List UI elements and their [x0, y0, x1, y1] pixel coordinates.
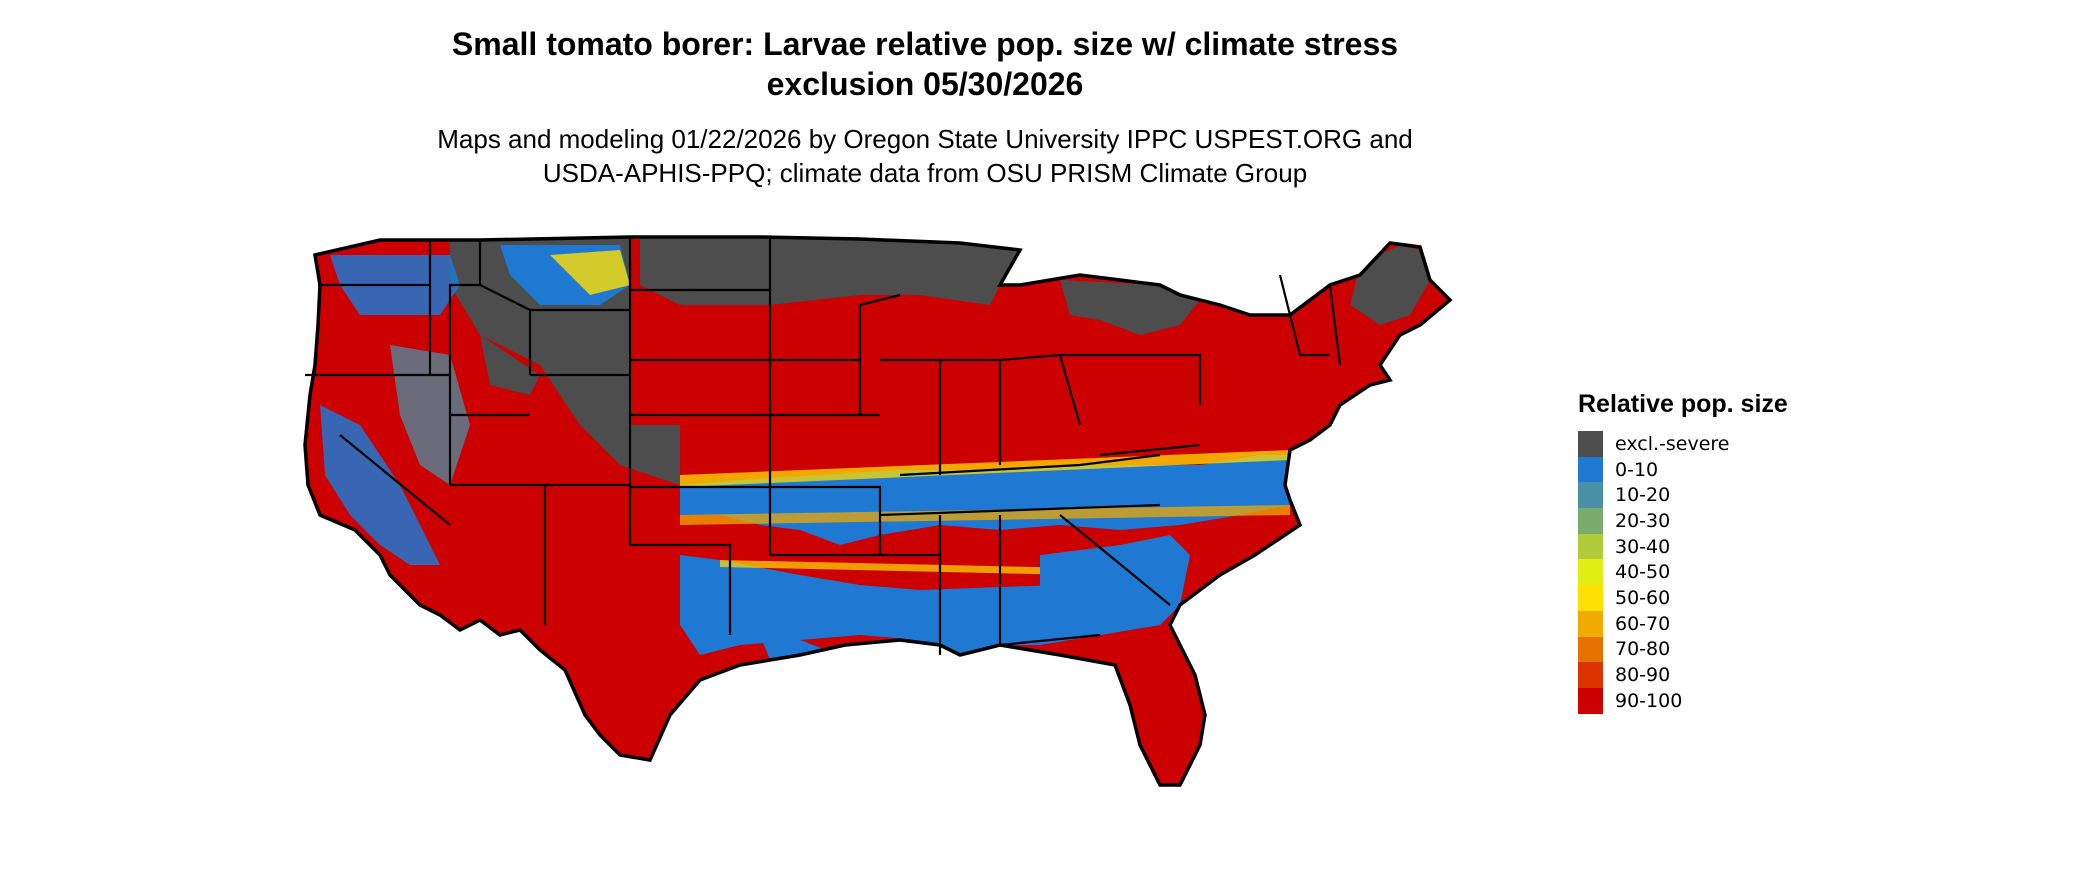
title-line-1: Small tomato borer: Larvae relative pop.…	[451, 26, 1399, 62]
subtitle-line-1: Maps and modeling 01/22/2026 by Oregon S…	[437, 124, 1413, 154]
legend-label: 10-20	[1615, 484, 1671, 507]
legend-item: 90-100	[1578, 687, 1788, 714]
legend-label: 80-90	[1615, 664, 1671, 687]
map-fill	[305, 237, 1450, 785]
legend-label: 40-50	[1615, 561, 1671, 584]
legend-swatch	[1578, 585, 1603, 611]
legend-item: 60-70	[1578, 610, 1788, 637]
state-boundaries	[305, 237, 1342, 655]
legend-swatch	[1578, 533, 1603, 560]
state-line-mt-id	[478, 240, 531, 311]
state-line-ok-tx	[630, 543, 732, 635]
state-line-mn-wi	[858, 293, 901, 360]
legend-swatch	[1578, 431, 1603, 457]
state-line-ky-tn	[899, 453, 1161, 477]
legend-swatch	[1578, 687, 1603, 714]
state-line-ga-sc	[1059, 514, 1171, 606]
state-line-vt-nh	[1328, 284, 1342, 366]
legend-item: 50-60	[1578, 585, 1788, 611]
legend: Relative pop. size excl.-severe 0-10 10-20…	[1578, 390, 1788, 714]
legend-label: 0-10	[1615, 458, 1659, 481]
legend-label: excl.-severe	[1615, 432, 1730, 455]
excluded-zone-great-lakes	[1060, 280, 1200, 335]
state-line-ca-nv	[339, 434, 451, 526]
legend-item: 0-10	[1578, 456, 1788, 483]
legend-item: 20-30	[1578, 508, 1788, 534]
legend-swatch	[1578, 610, 1603, 637]
map-subtitle: Maps and modeling 01/22/2026 by Oregon S…	[0, 122, 1850, 190]
legend-label: 30-40	[1615, 535, 1671, 558]
legend-item: 80-90	[1578, 662, 1788, 688]
orange-edge-south	[680, 505, 1290, 525]
subtitle-line-2: USDA-APHIS-PPQ; climate data from OSU PR…	[542, 158, 1308, 188]
legend-swatch	[1578, 508, 1603, 534]
blue-zone-california	[320, 405, 440, 565]
excluded-zone-idaho	[480, 335, 540, 395]
map-title: Small tomato borer: Larvae relative pop.…	[0, 24, 1850, 104]
legend-swatch	[1578, 559, 1603, 586]
legend-swatch	[1578, 636, 1603, 663]
legend-label: 90-100	[1615, 689, 1683, 712]
excluded-zone-north-plains	[640, 237, 1020, 305]
legend-label: 70-80	[1615, 638, 1671, 661]
legend-item: 40-50	[1578, 559, 1788, 586]
legend-item: 10-20	[1578, 482, 1788, 509]
blue-zone-southeast	[1040, 535, 1190, 635]
legend-swatch	[1578, 482, 1603, 509]
us-map	[303, 235, 1452, 787]
legend-item: 30-40	[1578, 533, 1788, 560]
legend-label: 50-60	[1615, 586, 1671, 609]
blue-zone-gulf-coast	[900, 625, 1020, 655]
state-line-va-nc	[1099, 443, 1201, 457]
state-line-co-nm	[545, 483, 632, 545]
legend-swatch	[1578, 662, 1603, 688]
blue-zone-southern-band	[680, 555, 1180, 655]
state-line-mo-ar	[770, 485, 882, 555]
legend-title: Relative pop. size	[1578, 390, 1788, 418]
yellow-edge-north	[680, 450, 1290, 487]
state-line-tn-south	[879, 503, 1161, 517]
state-line-pa-ny	[1060, 353, 1202, 405]
yellow-zone-montana	[550, 250, 630, 295]
legend-label: 60-70	[1615, 612, 1671, 635]
legend-items: excl.-severe 0-10 10-20 20-30 30-40 40-50 50-6…	[1578, 431, 1788, 714]
legend-item: 70-80	[1578, 636, 1788, 663]
title-line-2: exclusion 05/30/2026	[766, 66, 1084, 102]
legend-item: excl.-severe	[1578, 431, 1788, 457]
legend-swatch	[1578, 456, 1603, 483]
state-line-new-england	[1278, 274, 1330, 357]
state-line-ga-fl	[999, 633, 1101, 647]
state-line-id-west	[448, 283, 480, 375]
legend-label: 20-30	[1615, 509, 1671, 532]
